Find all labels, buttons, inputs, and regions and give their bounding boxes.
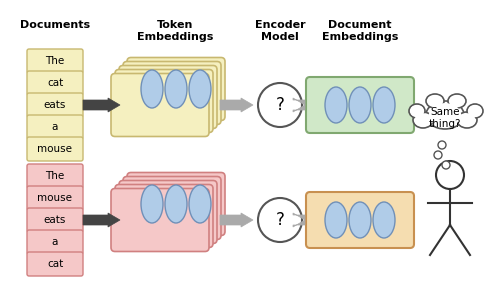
Polygon shape (293, 213, 305, 227)
Polygon shape (293, 98, 305, 112)
Circle shape (442, 161, 450, 169)
FancyBboxPatch shape (111, 73, 209, 137)
Text: mouse: mouse (38, 193, 72, 203)
FancyBboxPatch shape (123, 176, 221, 240)
Text: Same
thing?: Same thing? (429, 107, 461, 129)
Text: a: a (52, 237, 58, 247)
Ellipse shape (448, 94, 466, 108)
Ellipse shape (409, 104, 425, 118)
Polygon shape (220, 213, 253, 227)
Ellipse shape (373, 202, 395, 238)
Ellipse shape (165, 185, 187, 223)
Ellipse shape (189, 70, 211, 108)
Ellipse shape (349, 87, 371, 123)
Circle shape (258, 83, 302, 127)
FancyBboxPatch shape (27, 252, 83, 276)
Ellipse shape (468, 105, 482, 117)
Ellipse shape (410, 105, 424, 117)
Text: mouse: mouse (38, 144, 72, 154)
Text: Encoder
Model: Encoder Model (254, 20, 306, 42)
Ellipse shape (141, 185, 163, 223)
Text: eats: eats (44, 215, 66, 225)
FancyBboxPatch shape (27, 186, 83, 210)
Text: ?: ? (276, 96, 284, 114)
Ellipse shape (467, 104, 483, 118)
Ellipse shape (165, 70, 187, 108)
FancyBboxPatch shape (127, 173, 225, 235)
FancyBboxPatch shape (27, 164, 83, 188)
Circle shape (258, 198, 302, 242)
FancyBboxPatch shape (27, 115, 83, 139)
Ellipse shape (414, 113, 432, 127)
Text: eats: eats (44, 100, 66, 110)
Text: ?: ? (276, 211, 284, 229)
Text: a: a (52, 122, 58, 132)
Text: cat: cat (47, 259, 63, 269)
Ellipse shape (189, 185, 211, 223)
Ellipse shape (457, 112, 477, 128)
FancyBboxPatch shape (127, 58, 225, 120)
Ellipse shape (325, 87, 347, 123)
FancyBboxPatch shape (119, 65, 217, 129)
FancyBboxPatch shape (27, 208, 83, 232)
Ellipse shape (429, 103, 461, 127)
Ellipse shape (450, 95, 464, 107)
Text: The: The (46, 56, 64, 66)
Ellipse shape (141, 70, 163, 108)
FancyBboxPatch shape (27, 230, 83, 254)
FancyBboxPatch shape (27, 71, 83, 95)
Ellipse shape (373, 87, 395, 123)
Ellipse shape (325, 202, 347, 238)
FancyBboxPatch shape (27, 137, 83, 161)
FancyBboxPatch shape (123, 61, 221, 124)
Polygon shape (83, 213, 120, 227)
Polygon shape (83, 98, 120, 112)
Ellipse shape (349, 202, 371, 238)
Circle shape (438, 141, 446, 149)
Text: Documents: Documents (20, 20, 90, 30)
Text: The: The (46, 171, 64, 181)
Ellipse shape (458, 113, 475, 127)
Text: Document
Embeddings: Document Embeddings (322, 20, 398, 42)
Ellipse shape (413, 112, 433, 128)
Ellipse shape (428, 95, 442, 107)
FancyBboxPatch shape (115, 184, 213, 248)
Circle shape (434, 151, 442, 159)
FancyBboxPatch shape (27, 49, 83, 73)
Polygon shape (220, 98, 253, 112)
FancyBboxPatch shape (306, 77, 414, 133)
FancyBboxPatch shape (306, 192, 414, 248)
Ellipse shape (426, 94, 444, 108)
Circle shape (436, 161, 464, 189)
FancyBboxPatch shape (115, 70, 213, 132)
Text: cat: cat (47, 78, 63, 88)
FancyBboxPatch shape (111, 189, 209, 252)
Text: Token
Embeddings: Token Embeddings (137, 20, 213, 42)
Ellipse shape (426, 101, 464, 129)
FancyBboxPatch shape (119, 181, 217, 243)
FancyBboxPatch shape (27, 93, 83, 117)
